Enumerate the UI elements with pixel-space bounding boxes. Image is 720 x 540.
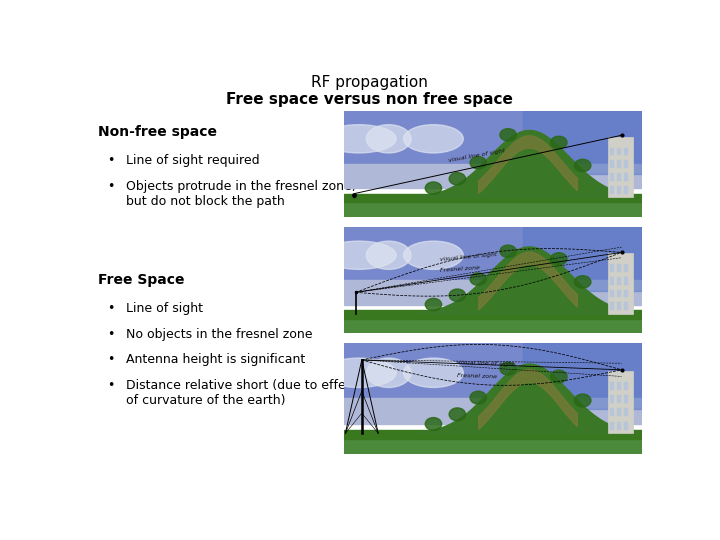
Text: No objects in the fresnel zone: No objects in the fresnel zone xyxy=(126,328,312,341)
Text: Objects protrude in the fresnel zone,
but do not block the path: Objects protrude in the fresnel zone, bu… xyxy=(126,180,356,208)
Text: RF propagation: RF propagation xyxy=(310,75,428,90)
Text: Non-free space: Non-free space xyxy=(99,125,217,139)
Text: Free Space: Free Space xyxy=(99,273,185,287)
Text: •: • xyxy=(107,180,114,193)
Text: •: • xyxy=(107,379,114,392)
Text: Line of sight required: Line of sight required xyxy=(126,154,260,167)
Text: Free space versus non free space: Free space versus non free space xyxy=(225,92,513,107)
Text: •: • xyxy=(107,302,114,315)
Text: •: • xyxy=(107,154,114,167)
Text: Line of sight: Line of sight xyxy=(126,302,203,315)
Text: Antenna height is significant: Antenna height is significant xyxy=(126,353,305,366)
Text: •: • xyxy=(107,353,114,366)
Text: •: • xyxy=(107,328,114,341)
Text: Distance relative short (due to effects
of curvature of the earth): Distance relative short (due to effects … xyxy=(126,379,364,407)
